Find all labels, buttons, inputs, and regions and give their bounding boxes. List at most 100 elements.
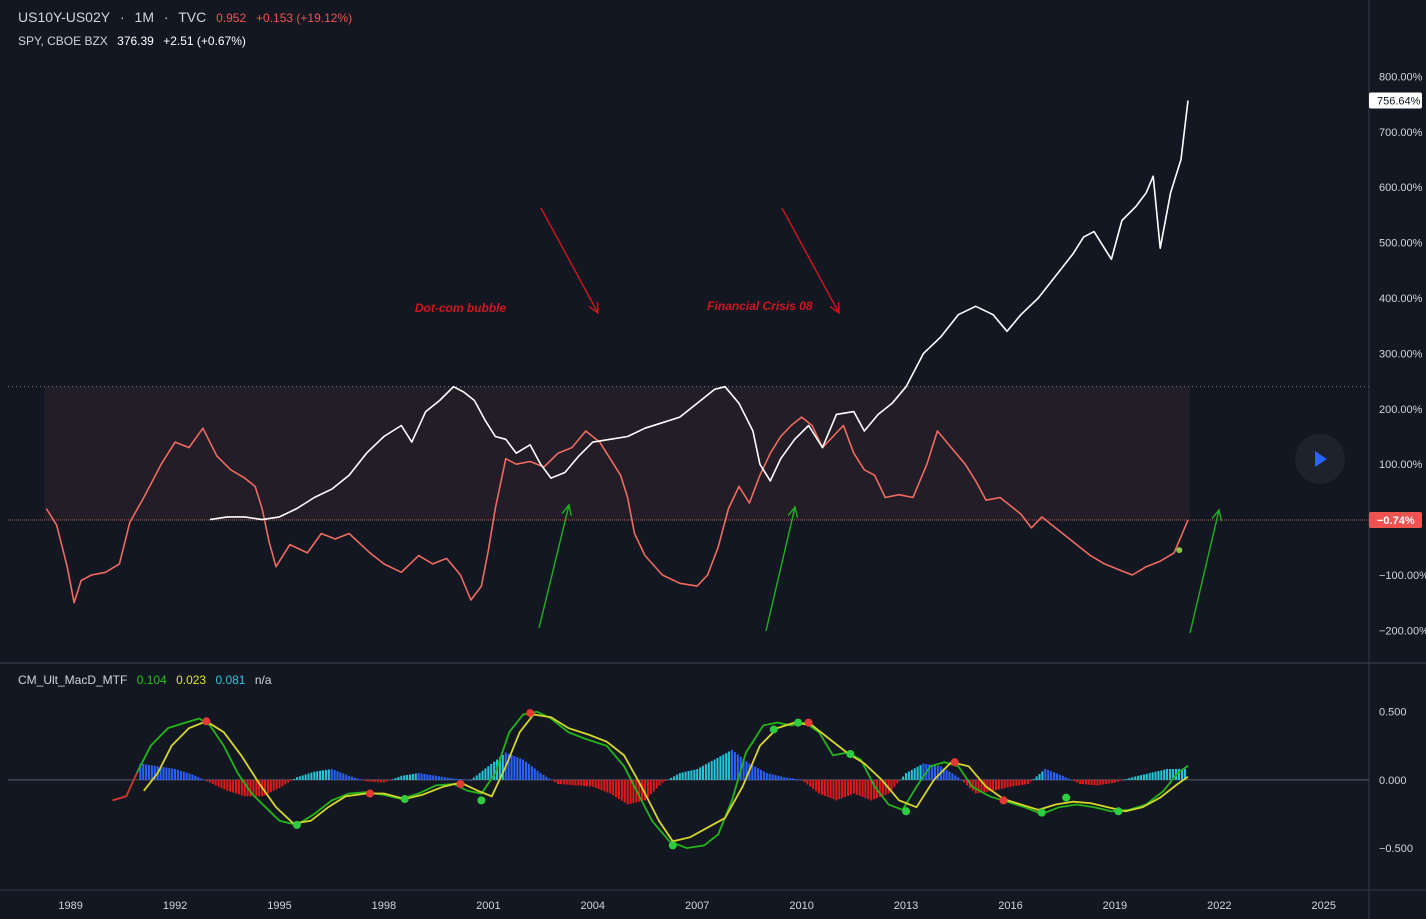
arrow-green (1189, 509, 1220, 634)
main-legend[interactable]: US10Y-US02Y · 1M · TVC 0.952 +0.153 (+19… (18, 9, 358, 25)
price-pane[interactable]: Dot-com bubble Financial Crisis 08 (8, 100, 1369, 634)
histogram-bar (583, 779, 586, 786)
histogram-bar (1050, 771, 1053, 780)
histogram-bar (916, 766, 919, 780)
histogram-bar (844, 779, 847, 797)
histogram-bar (191, 774, 194, 780)
histogram-bar (348, 775, 351, 780)
histogram-bar (905, 773, 908, 780)
histogram-bar (159, 766, 162, 780)
cross-marker (366, 789, 375, 798)
histogram-bar (649, 779, 652, 795)
histogram-bar (287, 779, 290, 783)
histogram-bar (1125, 779, 1128, 780)
last-value-tag (1369, 512, 1422, 529)
histogram-bar (1128, 778, 1131, 780)
histogram-bar (194, 775, 197, 780)
x-tick-label: 2019 (1103, 900, 1127, 912)
histogram-bar (791, 778, 794, 780)
histogram-bar (293, 779, 296, 780)
histogram-bar (217, 779, 220, 787)
legend-separator: · (163, 9, 169, 25)
histogram-bar (478, 773, 481, 780)
histogram-bar (316, 771, 319, 780)
histogram-bar (1157, 771, 1160, 780)
compare-legend[interactable]: SPY, CBOE BZX 376.39 +2.51 (+0.67%) (18, 34, 252, 48)
legend-symbol[interactable]: US10Y-US02Y (18, 9, 111, 25)
histogram-bar (211, 779, 214, 784)
histogram-bar (1006, 779, 1009, 788)
histogram-bar (333, 770, 336, 780)
last-value-tag (1369, 92, 1422, 109)
histogram-bar (704, 764, 707, 780)
histogram-bar (664, 779, 667, 781)
histogram-bar (188, 773, 191, 780)
histogram-bar (841, 779, 844, 799)
histogram-bar (702, 765, 705, 780)
indicator-name[interactable]: CM_Ult_MacD_MTF (18, 673, 128, 687)
histogram-bar (591, 779, 594, 787)
x-tick-label: 2016 (998, 900, 1022, 912)
histogram-bar (1055, 773, 1058, 780)
histogram-bar (771, 774, 774, 780)
marker-dot (1176, 547, 1183, 554)
histogram-bar (1116, 779, 1119, 782)
histogram-bar (281, 779, 284, 787)
macd-pane[interactable] (8, 709, 1369, 850)
histogram-bar (780, 776, 783, 780)
histogram-bar (765, 773, 768, 780)
histogram-bar (789, 778, 792, 780)
histogram-bar (339, 772, 342, 780)
histogram-bar (1070, 779, 1073, 781)
histogram-bar (501, 754, 504, 780)
histogram-bar (878, 779, 881, 797)
histogram-bar (179, 770, 182, 780)
histogram-bar (374, 779, 377, 782)
x-tick-label: 2001 (476, 900, 500, 912)
histogram-bar (710, 761, 713, 780)
histogram-bar (223, 779, 226, 790)
histogram-bar (493, 761, 496, 780)
histogram-bar (922, 763, 925, 780)
histogram-bar (1148, 773, 1151, 780)
indicator-legend[interactable]: CM_Ult_MacD_MTF 0.104 0.023 0.081 n/a (18, 673, 278, 687)
histogram-bar (881, 779, 884, 796)
histogram-bar (458, 779, 461, 780)
histogram-bar (365, 779, 368, 782)
histogram-bar (574, 779, 577, 786)
cross-marker (769, 725, 778, 734)
indicator-value-hist: 0.081 (215, 673, 246, 687)
histogram-bar (1018, 779, 1021, 786)
histogram-bar (319, 770, 322, 780)
histogram-bar (1154, 771, 1157, 780)
histogram-bar (838, 779, 841, 800)
compare-symbol[interactable]: SPY, CBOE BZX (18, 34, 108, 48)
histogram-bar (693, 769, 696, 780)
histogram-bar (1012, 779, 1015, 787)
histogram-bar (826, 779, 829, 797)
histogram-bar (438, 776, 441, 780)
histogram-bar (490, 764, 493, 780)
histogram-bar (185, 772, 188, 780)
histogram-bar (345, 774, 348, 780)
x-tick-label: 1998 (372, 900, 396, 912)
annotation-label: Dot-com bubble (415, 301, 507, 315)
play-button[interactable] (1295, 434, 1345, 484)
histogram-bar (777, 775, 780, 780)
histogram-bar (1026, 779, 1029, 784)
histogram-bar (629, 779, 632, 804)
histogram-bar (864, 779, 867, 799)
histogram-bar (452, 778, 455, 780)
histogram-bar (397, 777, 400, 780)
histogram-bar (269, 779, 272, 793)
histogram-bar (626, 779, 629, 805)
histogram-bar (644, 779, 647, 801)
y-tick-label: 500.00% (1379, 238, 1423, 250)
histogram-bar (394, 778, 397, 780)
histogram-bar (902, 776, 905, 780)
x-tick-label: 2025 (1312, 900, 1336, 912)
histogram-bar (327, 769, 330, 780)
histogram-bar (533, 768, 536, 780)
histogram-bar (545, 776, 548, 780)
